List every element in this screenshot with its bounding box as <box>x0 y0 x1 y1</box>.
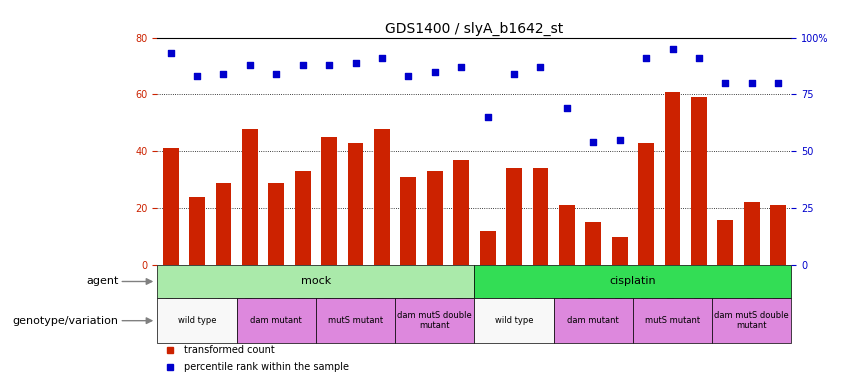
Point <box>718 80 732 86</box>
Bar <box>554 298 633 344</box>
Point <box>164 50 178 56</box>
Text: dam mutant: dam mutant <box>250 316 302 325</box>
Bar <box>559 206 574 265</box>
Bar <box>268 183 284 265</box>
Text: genotype/variation: genotype/variation <box>13 316 119 326</box>
Bar <box>633 298 712 344</box>
Point <box>771 80 785 86</box>
Point <box>560 105 574 111</box>
Point <box>323 62 336 68</box>
Point <box>639 55 653 61</box>
Bar <box>401 177 416 265</box>
Bar <box>533 168 548 265</box>
Bar <box>665 92 681 265</box>
Text: mutS mutant: mutS mutant <box>328 316 383 325</box>
Point <box>586 139 600 145</box>
Bar <box>770 206 786 265</box>
Point <box>428 69 442 75</box>
Bar <box>506 168 522 265</box>
Point <box>191 73 204 79</box>
Point <box>375 55 389 61</box>
Bar <box>744 202 760 265</box>
Point <box>745 80 758 86</box>
Point <box>402 73 415 79</box>
Point <box>534 64 547 70</box>
Point <box>481 114 494 120</box>
Point <box>296 62 310 68</box>
Text: percentile rank within the sample: percentile rank within the sample <box>184 362 349 372</box>
Bar <box>242 129 258 265</box>
Text: cisplatin: cisplatin <box>609 276 656 286</box>
Bar <box>585 222 601 265</box>
Bar <box>163 148 179 265</box>
Bar <box>480 231 495 265</box>
Point <box>692 55 705 61</box>
Text: dam mutS double
mutant: dam mutS double mutant <box>397 311 472 330</box>
Point <box>217 71 231 77</box>
Bar <box>638 143 654 265</box>
Bar <box>427 171 443 265</box>
Bar <box>395 298 474 344</box>
Title: GDS1400 / slyA_b1642_st: GDS1400 / slyA_b1642_st <box>386 22 563 36</box>
Point <box>665 46 679 52</box>
Bar <box>316 298 395 344</box>
Bar <box>157 298 237 344</box>
Bar <box>321 137 337 265</box>
Point <box>613 137 626 143</box>
Text: mock: mock <box>300 276 331 286</box>
Text: agent: agent <box>87 276 119 286</box>
Text: dam mutS double
mutant: dam mutS double mutant <box>715 311 789 330</box>
Text: mutS mutant: mutS mutant <box>645 316 700 325</box>
Bar <box>237 298 316 344</box>
Text: wild type: wild type <box>494 316 534 325</box>
Point <box>243 62 257 68</box>
Point <box>454 64 468 70</box>
Bar <box>157 265 474 298</box>
Bar <box>374 129 390 265</box>
Point <box>507 71 521 77</box>
Bar <box>717 219 734 265</box>
Point <box>270 71 283 77</box>
Bar <box>189 197 205 265</box>
Text: wild type: wild type <box>178 316 216 325</box>
Bar <box>215 183 231 265</box>
Bar <box>474 265 791 298</box>
Bar <box>347 143 363 265</box>
Text: dam mutant: dam mutant <box>568 316 620 325</box>
Bar <box>612 237 628 265</box>
Bar <box>712 298 791 344</box>
Bar <box>474 298 554 344</box>
Text: transformed count: transformed count <box>184 345 275 355</box>
Point <box>349 60 363 66</box>
Bar <box>294 171 311 265</box>
Bar <box>691 97 707 265</box>
Bar <box>454 160 469 265</box>
